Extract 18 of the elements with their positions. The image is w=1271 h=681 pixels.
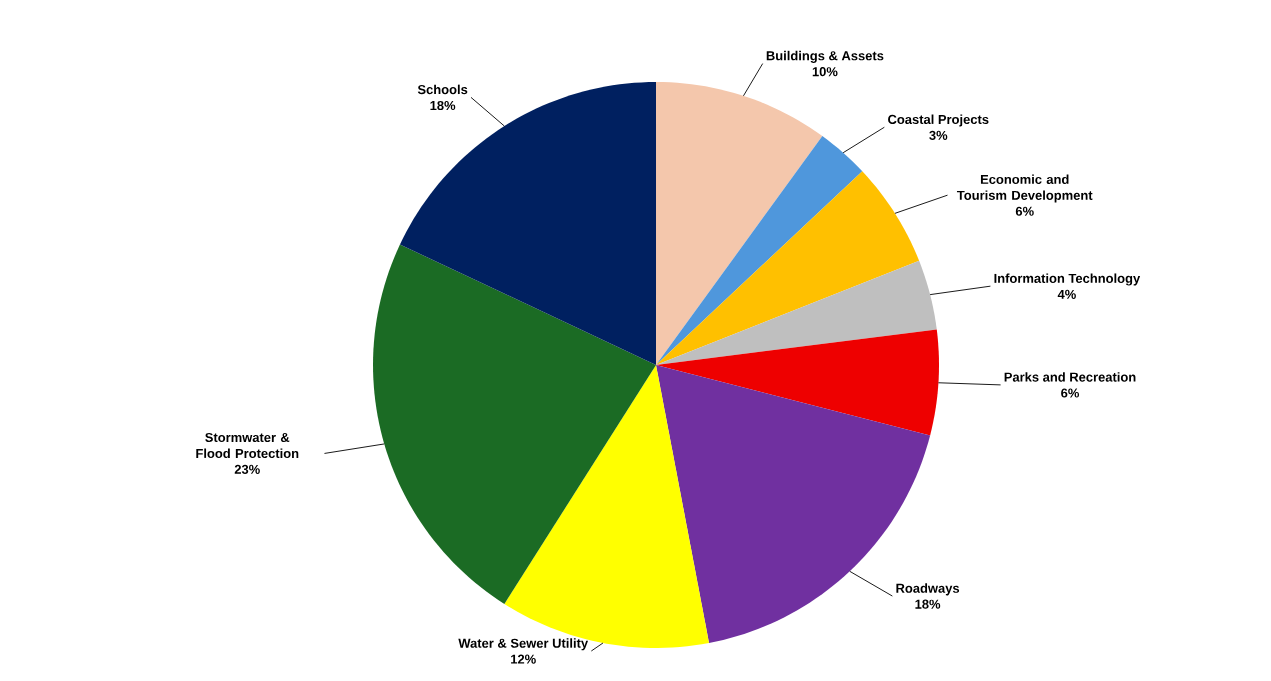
data-label: 3% xyxy=(929,130,948,140)
slice-label: Economic and Tourism Development xyxy=(956,174,1093,203)
slice-label: Schools xyxy=(417,84,468,95)
slice-label: Coastal Projects xyxy=(888,114,989,127)
slice-label: Buildings & Assets xyxy=(766,50,884,63)
data-label: 18% xyxy=(430,100,456,111)
data-label: 18% xyxy=(915,599,941,609)
data-label: 4% xyxy=(1057,289,1076,299)
slice-label: Water & Sewer Utility xyxy=(458,638,589,651)
data-label: 23% xyxy=(234,464,260,474)
slice-label: Roadways xyxy=(896,583,960,596)
slice-label: Information Technology xyxy=(994,273,1141,286)
slice-label: Parks and Recreation xyxy=(1004,372,1136,382)
slice-label: Stormwater & Flood Protection xyxy=(196,432,299,458)
data-label: 6% xyxy=(1061,388,1080,398)
data-label: 6% xyxy=(1015,206,1034,216)
data-label: 10% xyxy=(812,67,838,77)
data-label: 12% xyxy=(511,654,536,664)
